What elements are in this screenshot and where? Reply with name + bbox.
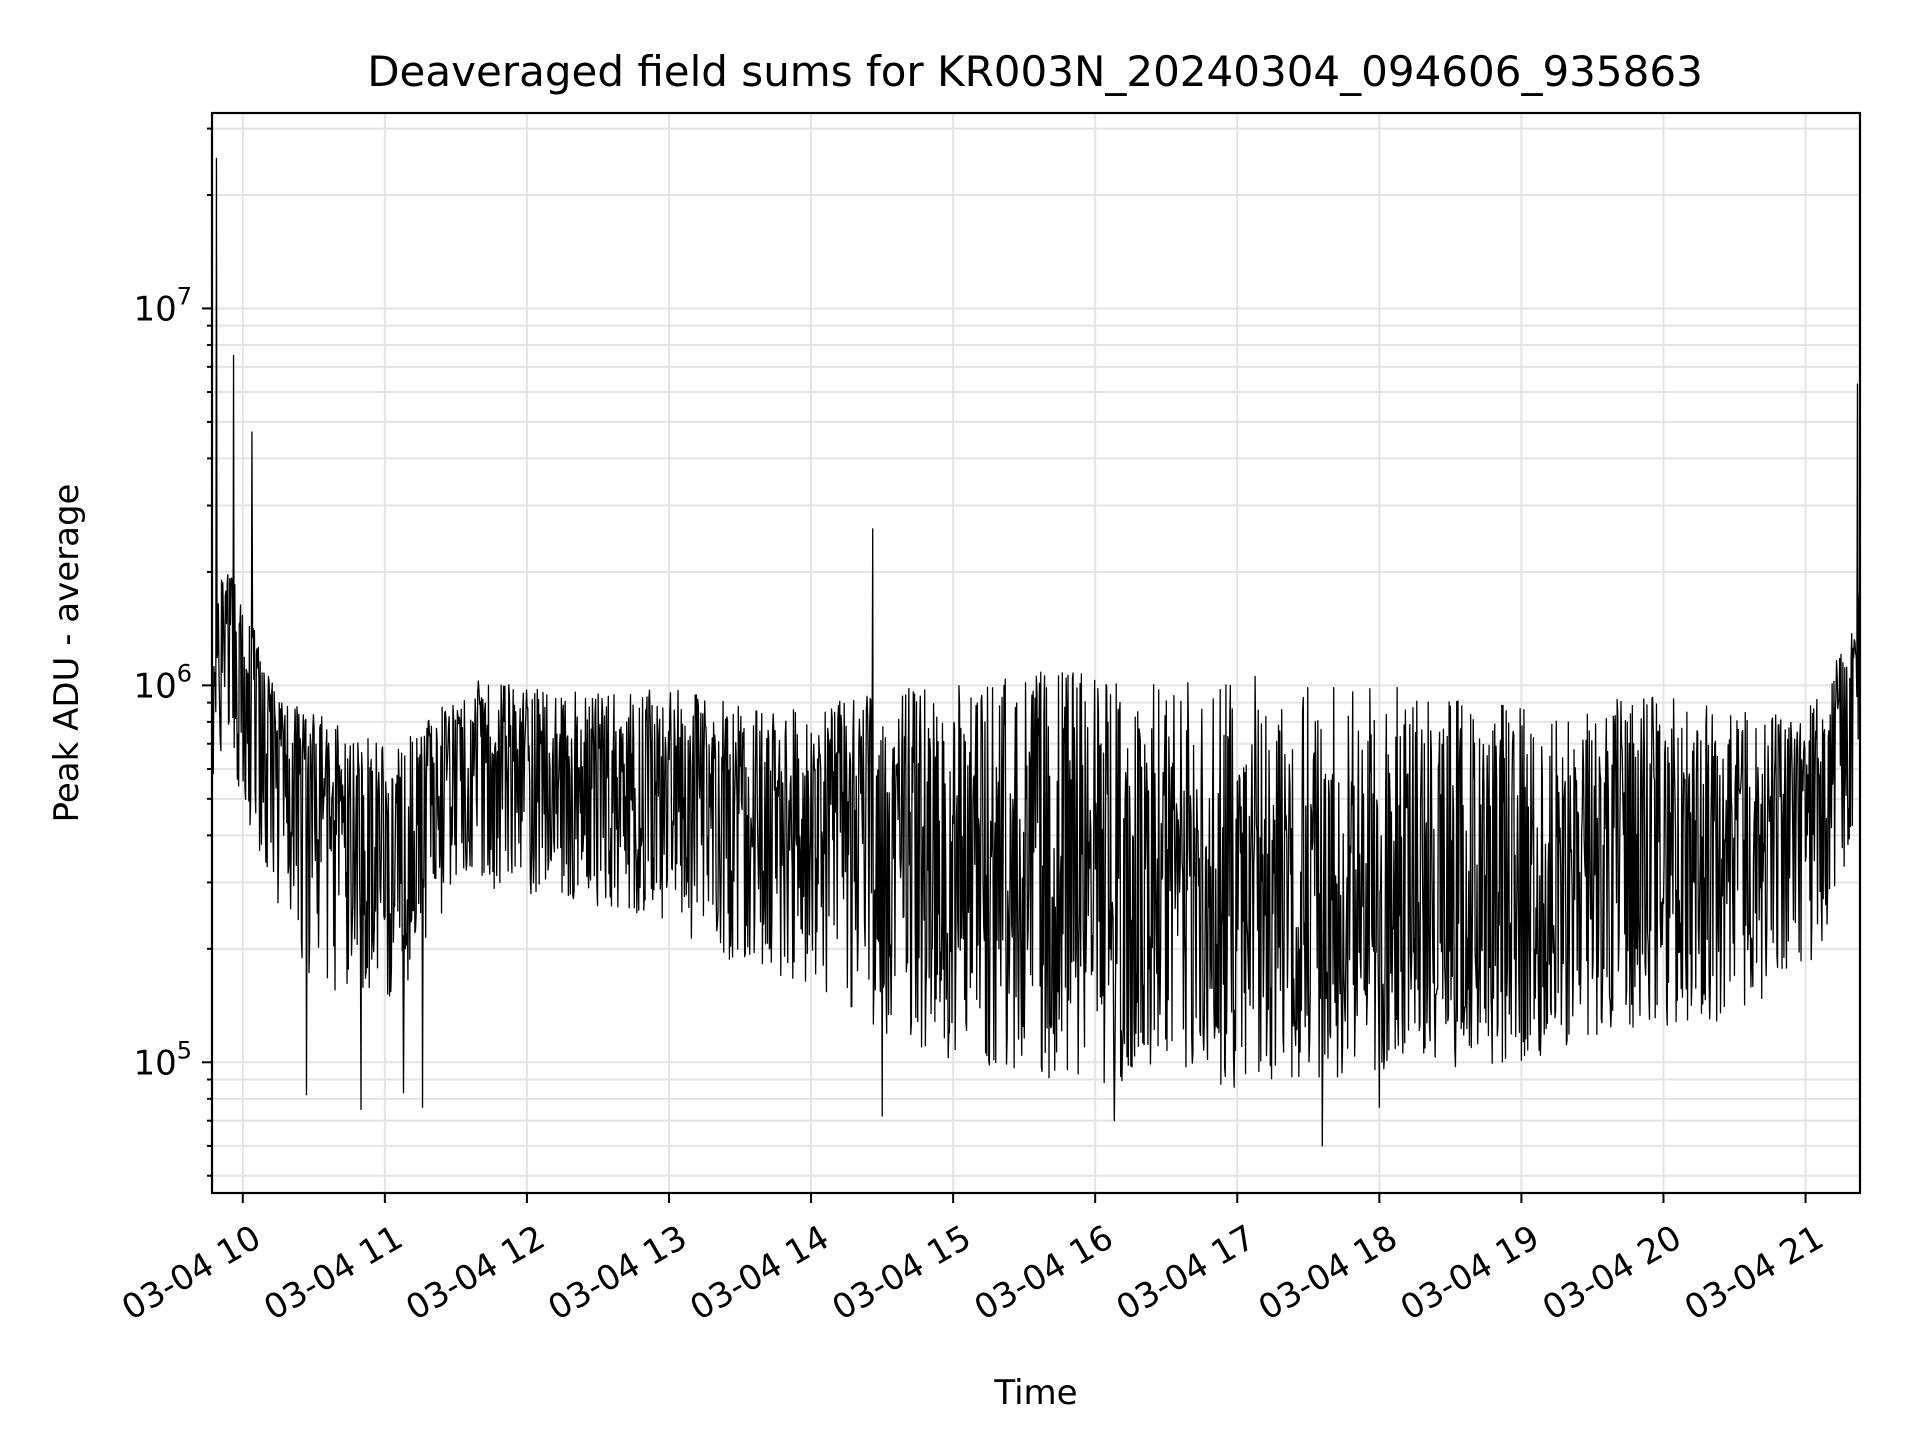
chart-title: Deaveraged field sums for KR003N_2024030… — [367, 47, 1703, 96]
y-axis-label: Peak ADU - average — [47, 484, 87, 823]
y-tick-label: 105 — [133, 1036, 192, 1083]
y-axis-ticks: 105 106 107 — [133, 127, 212, 1177]
x-axis-label: Time — [993, 1373, 1077, 1413]
y-tick-label: 106 — [133, 659, 192, 706]
y-tick-label: 107 — [133, 282, 192, 329]
plot-frame — [210, 111, 1862, 1195]
series-line — [211, 157, 1861, 1147]
series-layer — [211, 157, 1861, 1147]
